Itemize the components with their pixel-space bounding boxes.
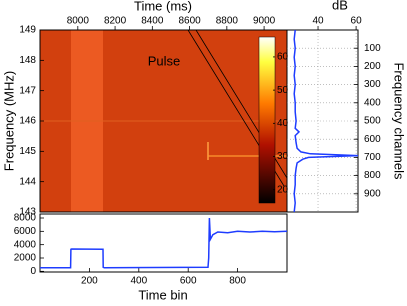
colorbar-tick-label: 30 bbox=[277, 151, 289, 162]
y-tick-label: 2000 bbox=[14, 253, 37, 264]
y-tick-label: 100 bbox=[364, 43, 381, 54]
y-tick-label: 147 bbox=[19, 85, 36, 96]
y-tick-label: 6000 bbox=[14, 226, 37, 237]
x-tick-label: 60 bbox=[351, 16, 363, 27]
x-tick-label: 400 bbox=[130, 276, 147, 287]
x-tick-label: 8400 bbox=[141, 16, 164, 27]
x-tick-label: 8000 bbox=[67, 16, 90, 27]
y-tick-label: 800 bbox=[364, 170, 381, 181]
x-tick-label: 8800 bbox=[216, 16, 239, 27]
x-axis-title: Time (ms) bbox=[134, 0, 192, 13]
x-tick-label: 600 bbox=[180, 276, 197, 287]
y-axis-title: Frequency (MHz) bbox=[1, 71, 16, 171]
x-tick-label: 200 bbox=[81, 276, 98, 287]
x-tick-label: 8200 bbox=[104, 16, 127, 27]
y-tick-label: 900 bbox=[364, 188, 381, 199]
y-tick-label: 144 bbox=[19, 176, 36, 187]
colorbar-tick-label: 50 bbox=[277, 85, 289, 96]
y-tick-label: 500 bbox=[364, 116, 381, 127]
x-tick-label: 800 bbox=[229, 276, 246, 287]
colorbar-tick-label: 40 bbox=[277, 118, 289, 129]
y-tick-label: 600 bbox=[364, 134, 381, 145]
y-tick-label: 4000 bbox=[14, 239, 37, 250]
colorbar bbox=[258, 36, 276, 204]
x-tick-label: 9000 bbox=[253, 16, 276, 27]
y-tick-label: 145 bbox=[19, 146, 36, 157]
x-axis-title: dB bbox=[332, 0, 348, 12]
y-tick-label: 300 bbox=[364, 79, 381, 90]
colorbar-tick-label: 20 bbox=[277, 184, 289, 195]
y-tick-label: 700 bbox=[364, 152, 381, 163]
y-tick-label: 148 bbox=[19, 55, 36, 66]
y-tick-label: 149 bbox=[19, 25, 36, 36]
x-tick-label: 40 bbox=[312, 16, 324, 27]
y-tick-label: 400 bbox=[364, 97, 381, 108]
annotation: Pulse bbox=[148, 53, 181, 68]
x-tick-label: 8600 bbox=[178, 16, 201, 27]
y-axis-title: Frequency channels bbox=[392, 62, 407, 180]
colorbar-tick-label: 60 bbox=[277, 52, 289, 63]
timeseries-frame bbox=[39, 213, 288, 273]
x-axis-title: Time bin bbox=[138, 287, 187, 302]
y-tick-label: 146 bbox=[19, 116, 36, 127]
y-tick-label: 143 bbox=[19, 207, 36, 218]
y-tick-label: 0 bbox=[30, 266, 36, 277]
y-tick-label: 200 bbox=[364, 61, 381, 72]
y-tick-label: 8000 bbox=[14, 213, 37, 224]
timeseries-line bbox=[40, 217, 288, 269]
spectrum-line bbox=[293, 29, 359, 213]
